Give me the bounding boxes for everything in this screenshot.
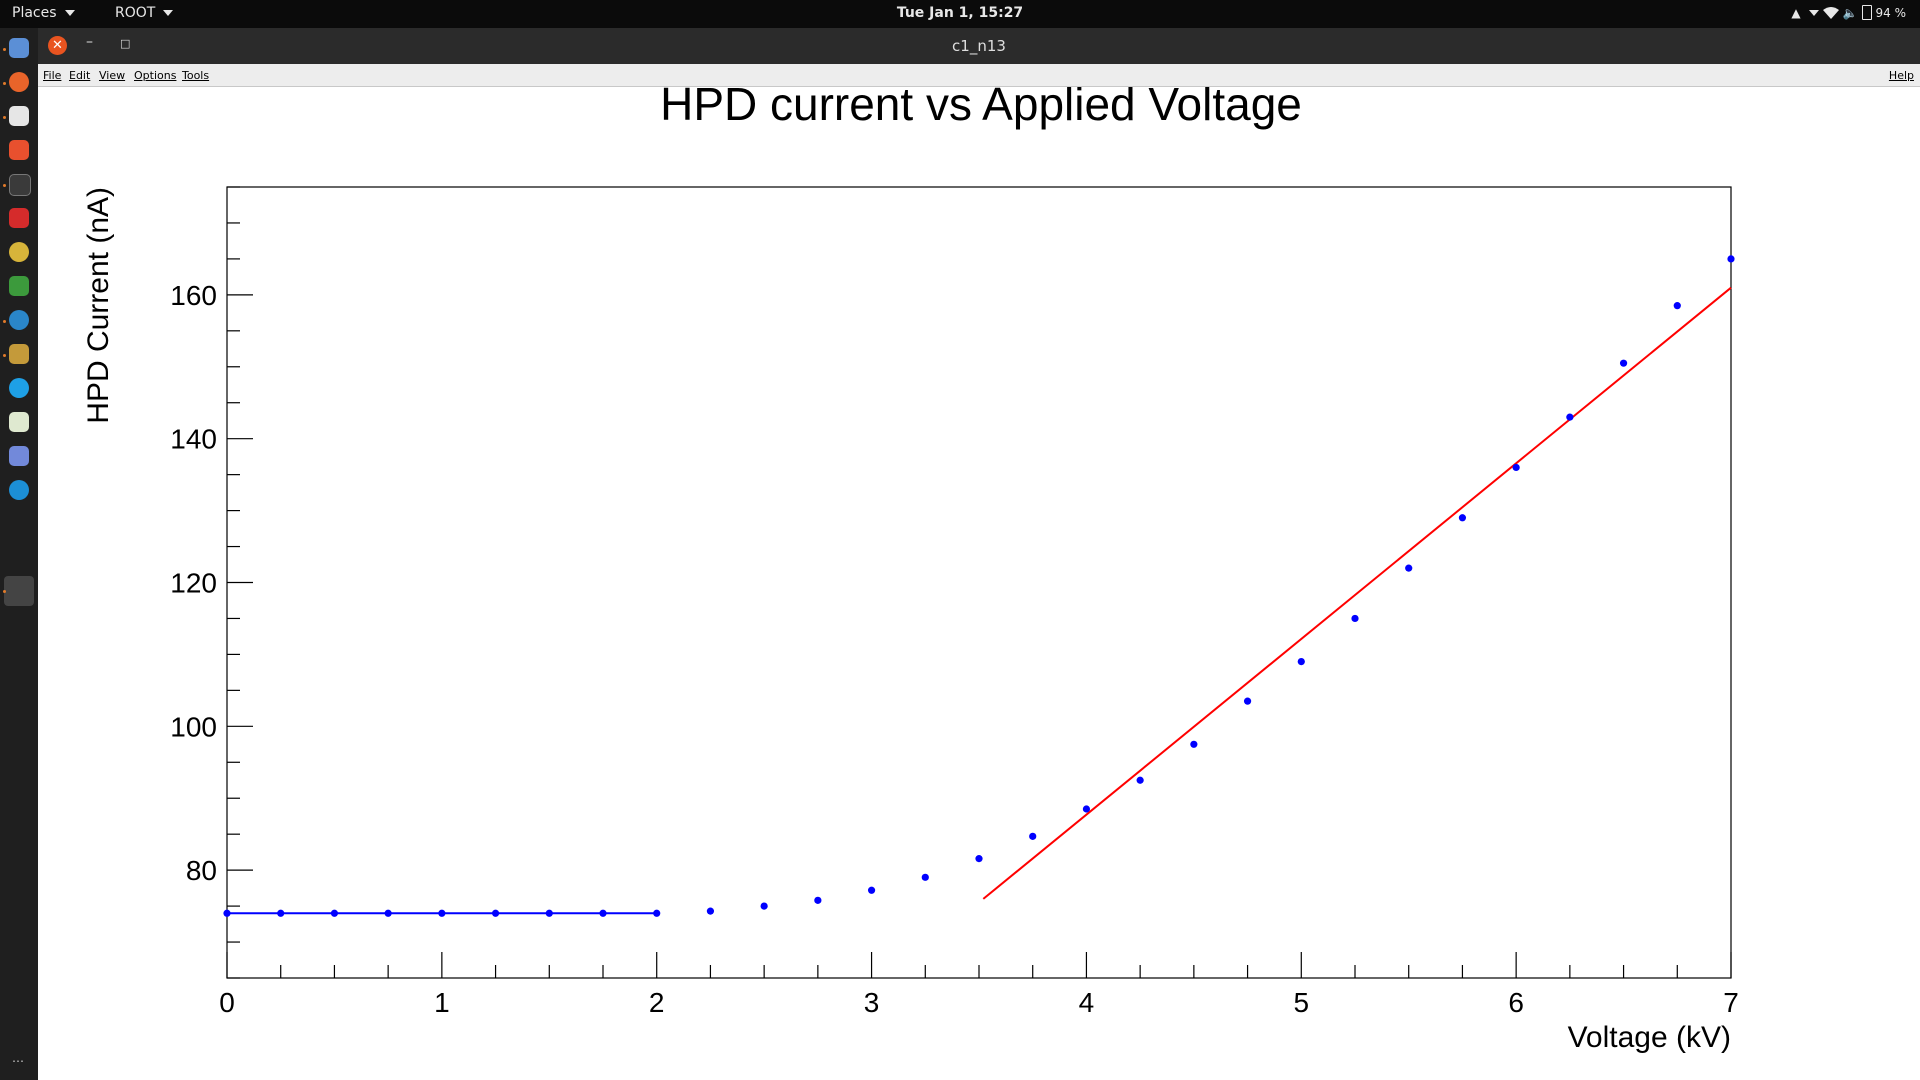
y-tick-label: 80 [186,855,217,886]
running-indicator [3,184,6,187]
data-point [384,909,392,917]
data-point [653,909,661,917]
places-label: Places [12,5,57,21]
data-point [1458,514,1467,522]
chevron-down-icon[interactable] [1808,9,1819,16]
linear-fit-line [982,286,1732,900]
data-point [1297,658,1305,666]
running-indicator [3,320,6,323]
battery-percent: 94 % [1875,5,1907,20]
files-icon[interactable] [9,38,29,58]
data-point [867,886,876,894]
menu-edit[interactable]: Edit [69,69,91,82]
data-point [330,909,339,917]
chart-title: HPD current vs Applied Voltage [660,87,1302,130]
data-point [1190,740,1198,748]
data-point [975,855,983,863]
running-indicator [3,590,6,593]
running-indicator [3,116,6,119]
text-editor-icon[interactable] [9,106,29,126]
spreadsheet-icon[interactable] [9,276,29,296]
data-point [1566,413,1574,421]
menu-view[interactable]: View [99,69,126,82]
document-viewer-icon[interactable] [9,412,29,432]
data-point [223,909,231,917]
eject-icon[interactable]: ▲ [1791,5,1801,20]
discord-icon[interactable] [9,446,29,466]
system-tray[interactable]: ▲ 🔈 94 % [1791,5,1906,20]
data-point [1512,463,1520,472]
data-point [921,873,929,881]
menu-file[interactable]: File [43,69,62,82]
battery-icon[interactable] [1861,5,1872,20]
top-panel: Places ROOT Tue Jan 1, 15:27 ▲ 🔈 94 % [0,0,1920,28]
menu-help[interactable]: Help [1888,69,1914,82]
running-indicator [3,82,6,85]
data-point [277,909,285,917]
chart: HPD current vs Applied Voltage 0 1 2 3 4 5 6 7 80… [82,87,1739,1054]
data-point [1405,564,1413,572]
places-menu[interactable]: Places [12,5,75,21]
wifi-icon[interactable] [1822,6,1839,19]
window-titlebar[interactable]: ✕ – □ c1_n13 [38,28,1920,64]
terminal-icon[interactable] [9,174,31,196]
running-indicator [3,354,6,357]
settings-icon[interactable] [9,208,29,228]
x-tick-label: 1 [434,987,450,1018]
minimize-button[interactable]: – [86,34,93,50]
clock[interactable]: Tue Jan 1, 15:27 [896,5,1024,21]
close-button[interactable]: ✕ [48,36,67,55]
chevron-down-icon [64,10,75,16]
launcher-dock: ⋯ [0,28,38,1080]
x-tick-label: 4 [1079,987,1095,1018]
chevron-down-icon [163,10,174,16]
disk-icon[interactable] [9,242,29,262]
browser-icon[interactable] [9,480,29,500]
menu-options[interactable]: Options [134,69,177,82]
data-point [1727,255,1735,263]
menu-bar: File Edit View Options Tools Help [38,64,1920,87]
x-tick-label: 5 [1293,987,1309,1018]
x-tick-label: 3 [864,987,880,1018]
plot-canvas[interactable]: HPD current vs Applied Voltage 0 1 2 3 4 5 6 7 80… [38,87,1920,1080]
data-point [1082,805,1091,813]
maximize-button[interactable]: □ [120,37,131,50]
web-icon[interactable] [9,310,29,330]
skype-icon[interactable] [9,378,29,398]
x-axis-title: Voltage (kV) [1568,1021,1731,1054]
data-point [706,907,715,915]
x-tick-label: 0 [219,987,235,1018]
show-apps-icon[interactable]: ⋯ [12,1054,24,1068]
data-point [760,902,768,910]
volume-icon[interactable]: 🔈 [1842,5,1858,20]
firefox-icon[interactable] [9,72,29,92]
window-title: c1_n13 [952,37,1006,55]
x-tick-label: 6 [1508,987,1524,1018]
software-center-icon[interactable] [9,140,29,160]
root-app-icon[interactable] [4,576,34,606]
data-point [1136,776,1144,784]
x-tick-label: 7 [1723,987,1739,1018]
data-point [1619,359,1628,367]
menu-tools[interactable]: Tools [182,69,210,82]
app-menu[interactable]: ROOT [115,5,174,21]
running-indicator [3,48,6,51]
data-point [491,909,500,917]
data-point [1243,697,1252,705]
data-point [438,909,446,917]
y-tick-label: 140 [170,424,217,455]
data-point [1351,614,1359,623]
y-tick-label: 160 [170,280,217,311]
data-point [1673,302,1681,310]
y-tick-label: 100 [170,711,217,742]
data-point [814,896,822,904]
data-point [545,909,553,917]
y-tick-label: 120 [170,568,217,599]
app-menu-label: ROOT [115,5,156,21]
data-point [599,909,607,917]
gimp-icon[interactable] [9,344,29,364]
data-point [1029,832,1037,840]
x-tick-label: 2 [649,987,665,1018]
y-axis-title: HPD Current (nA) [82,187,115,424]
